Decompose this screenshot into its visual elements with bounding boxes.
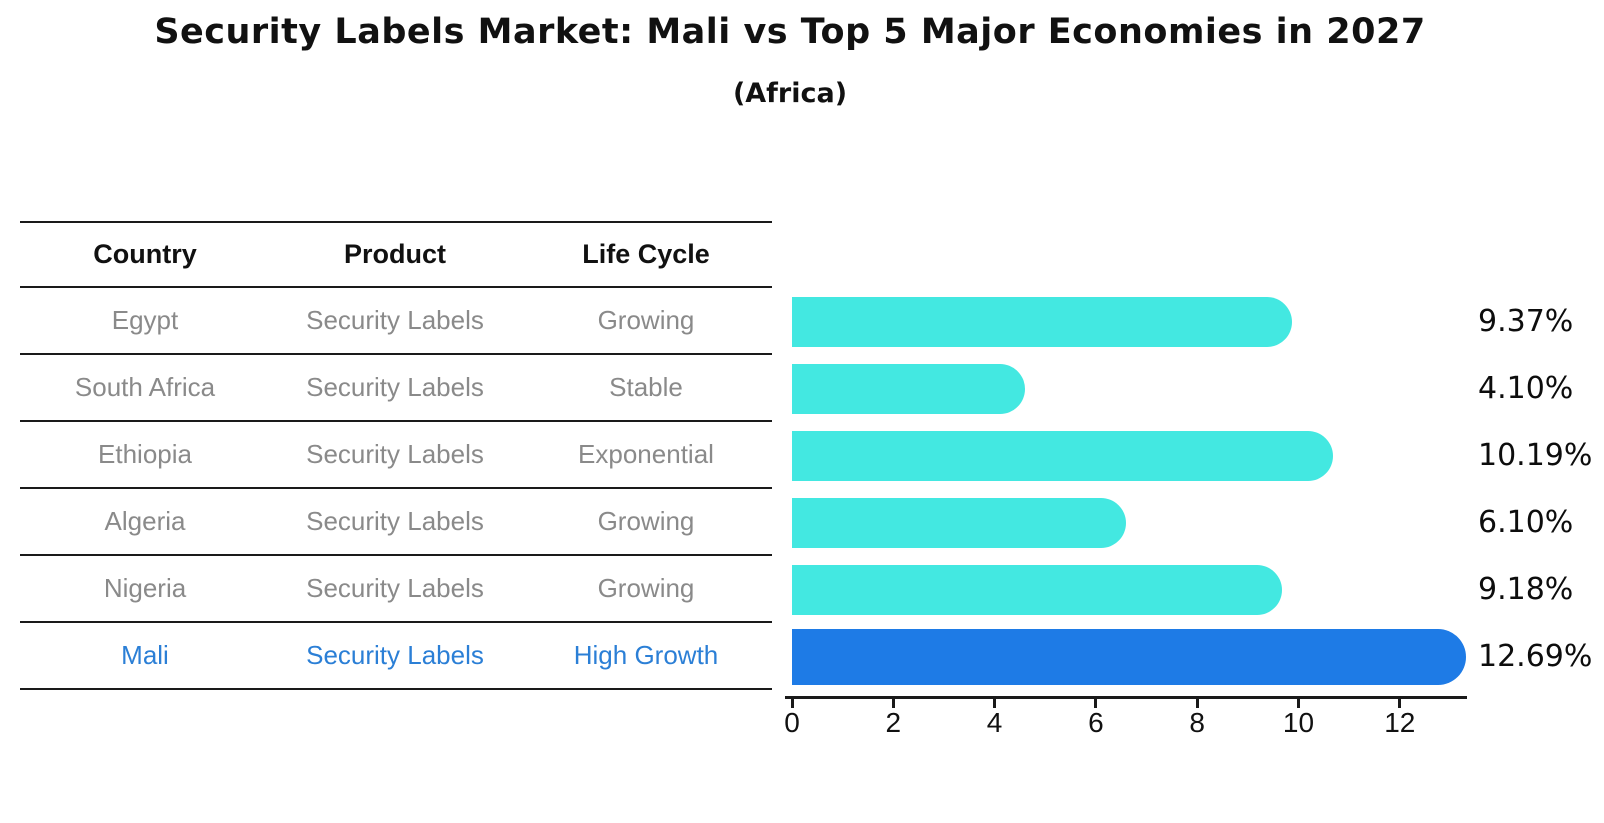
cell-life-cycle: Exponential [578, 439, 714, 469]
chart-title: Security Labels Market: Mali vs Top 5 Ma… [154, 12, 1426, 52]
chart-subtitle: (Africa) [732, 78, 848, 109]
table-header-row: Country Product Life Cycle [20, 221, 772, 288]
value-label-ethiopia: 10.19% [1478, 438, 1593, 473]
x-axis-tick-label: 0 [784, 707, 800, 738]
x-axis-tick [993, 699, 997, 708]
value-label-egypt: 9.37% [1478, 304, 1574, 339]
cell-country: Nigeria [103, 573, 187, 603]
value-label-south-africa: 4.10% [1478, 371, 1574, 406]
cell-life-cycle: Growing [597, 573, 695, 603]
table-row-mali: Mali Security Labels High Growth [20, 623, 772, 690]
value-label-nigeria: 9.18% [1478, 572, 1574, 607]
cell-country: Algeria [104, 506, 186, 536]
cell-product: Security Labels [306, 372, 484, 402]
cell-product: Security Labels [306, 439, 484, 469]
cell-country: Ethiopia [98, 439, 192, 469]
bar-egypt [792, 297, 1292, 347]
cell-country: Egypt [111, 305, 179, 335]
x-axis-line [785, 696, 1467, 699]
header-cell-life-cycle: Life Cycle [582, 239, 710, 269]
cell-product: Security Labels [306, 573, 484, 603]
table-row-south-africa: South Africa Security Labels Stable [20, 355, 772, 422]
table-row-nigeria: Nigeria Security Labels Growing [20, 556, 772, 623]
cell-country: Mali [121, 640, 169, 670]
x-axis-tick [1094, 699, 1098, 708]
table-row-algeria: Algeria Security Labels Growing [20, 489, 772, 556]
bar-mali [792, 629, 1466, 685]
bar-ethiopia [792, 431, 1333, 481]
bar-algeria [792, 498, 1126, 548]
cell-country: South Africa [74, 372, 216, 402]
table-row-ethiopia: Ethiopia Security Labels Exponential [20, 422, 772, 489]
x-axis-tick-label: 8 [1189, 707, 1205, 738]
x-axis-tick [790, 699, 794, 708]
x-axis-tick-label: 4 [986, 707, 1003, 738]
x-axis-tick [891, 699, 895, 708]
value-label-mali: 12.69% [1478, 639, 1593, 674]
cell-product: Security Labels [306, 305, 484, 335]
cell-life-cycle: Growing [597, 305, 695, 335]
table-row-egypt: Egypt Security Labels Growing [20, 288, 772, 355]
header-cell-country: Country [93, 239, 197, 269]
cell-life-cycle: High Growth [573, 640, 719, 670]
value-label-algeria: 6.10% [1478, 505, 1574, 540]
header-cell-product: Product [343, 239, 446, 269]
x-axis-tick-label: 10 [1282, 707, 1315, 738]
x-axis-tick-label: 12 [1384, 707, 1416, 738]
bar-south-africa [792, 364, 1025, 414]
cell-life-cycle: Growing [597, 506, 695, 536]
bar-nigeria [792, 565, 1282, 615]
x-axis-tick-label: 6 [1088, 707, 1104, 738]
x-axis-tick [1398, 699, 1402, 708]
cell-product: Security Labels [306, 506, 484, 536]
x-axis-tick [1297, 699, 1300, 708]
cell-product: Security Labels [306, 640, 484, 670]
data-table: Country Product Life Cycle Egypt Securit… [20, 221, 772, 690]
x-axis-tick [1195, 699, 1199, 708]
cell-life-cycle: Stable [609, 372, 683, 402]
x-axis-tick-label: 2 [885, 707, 902, 738]
